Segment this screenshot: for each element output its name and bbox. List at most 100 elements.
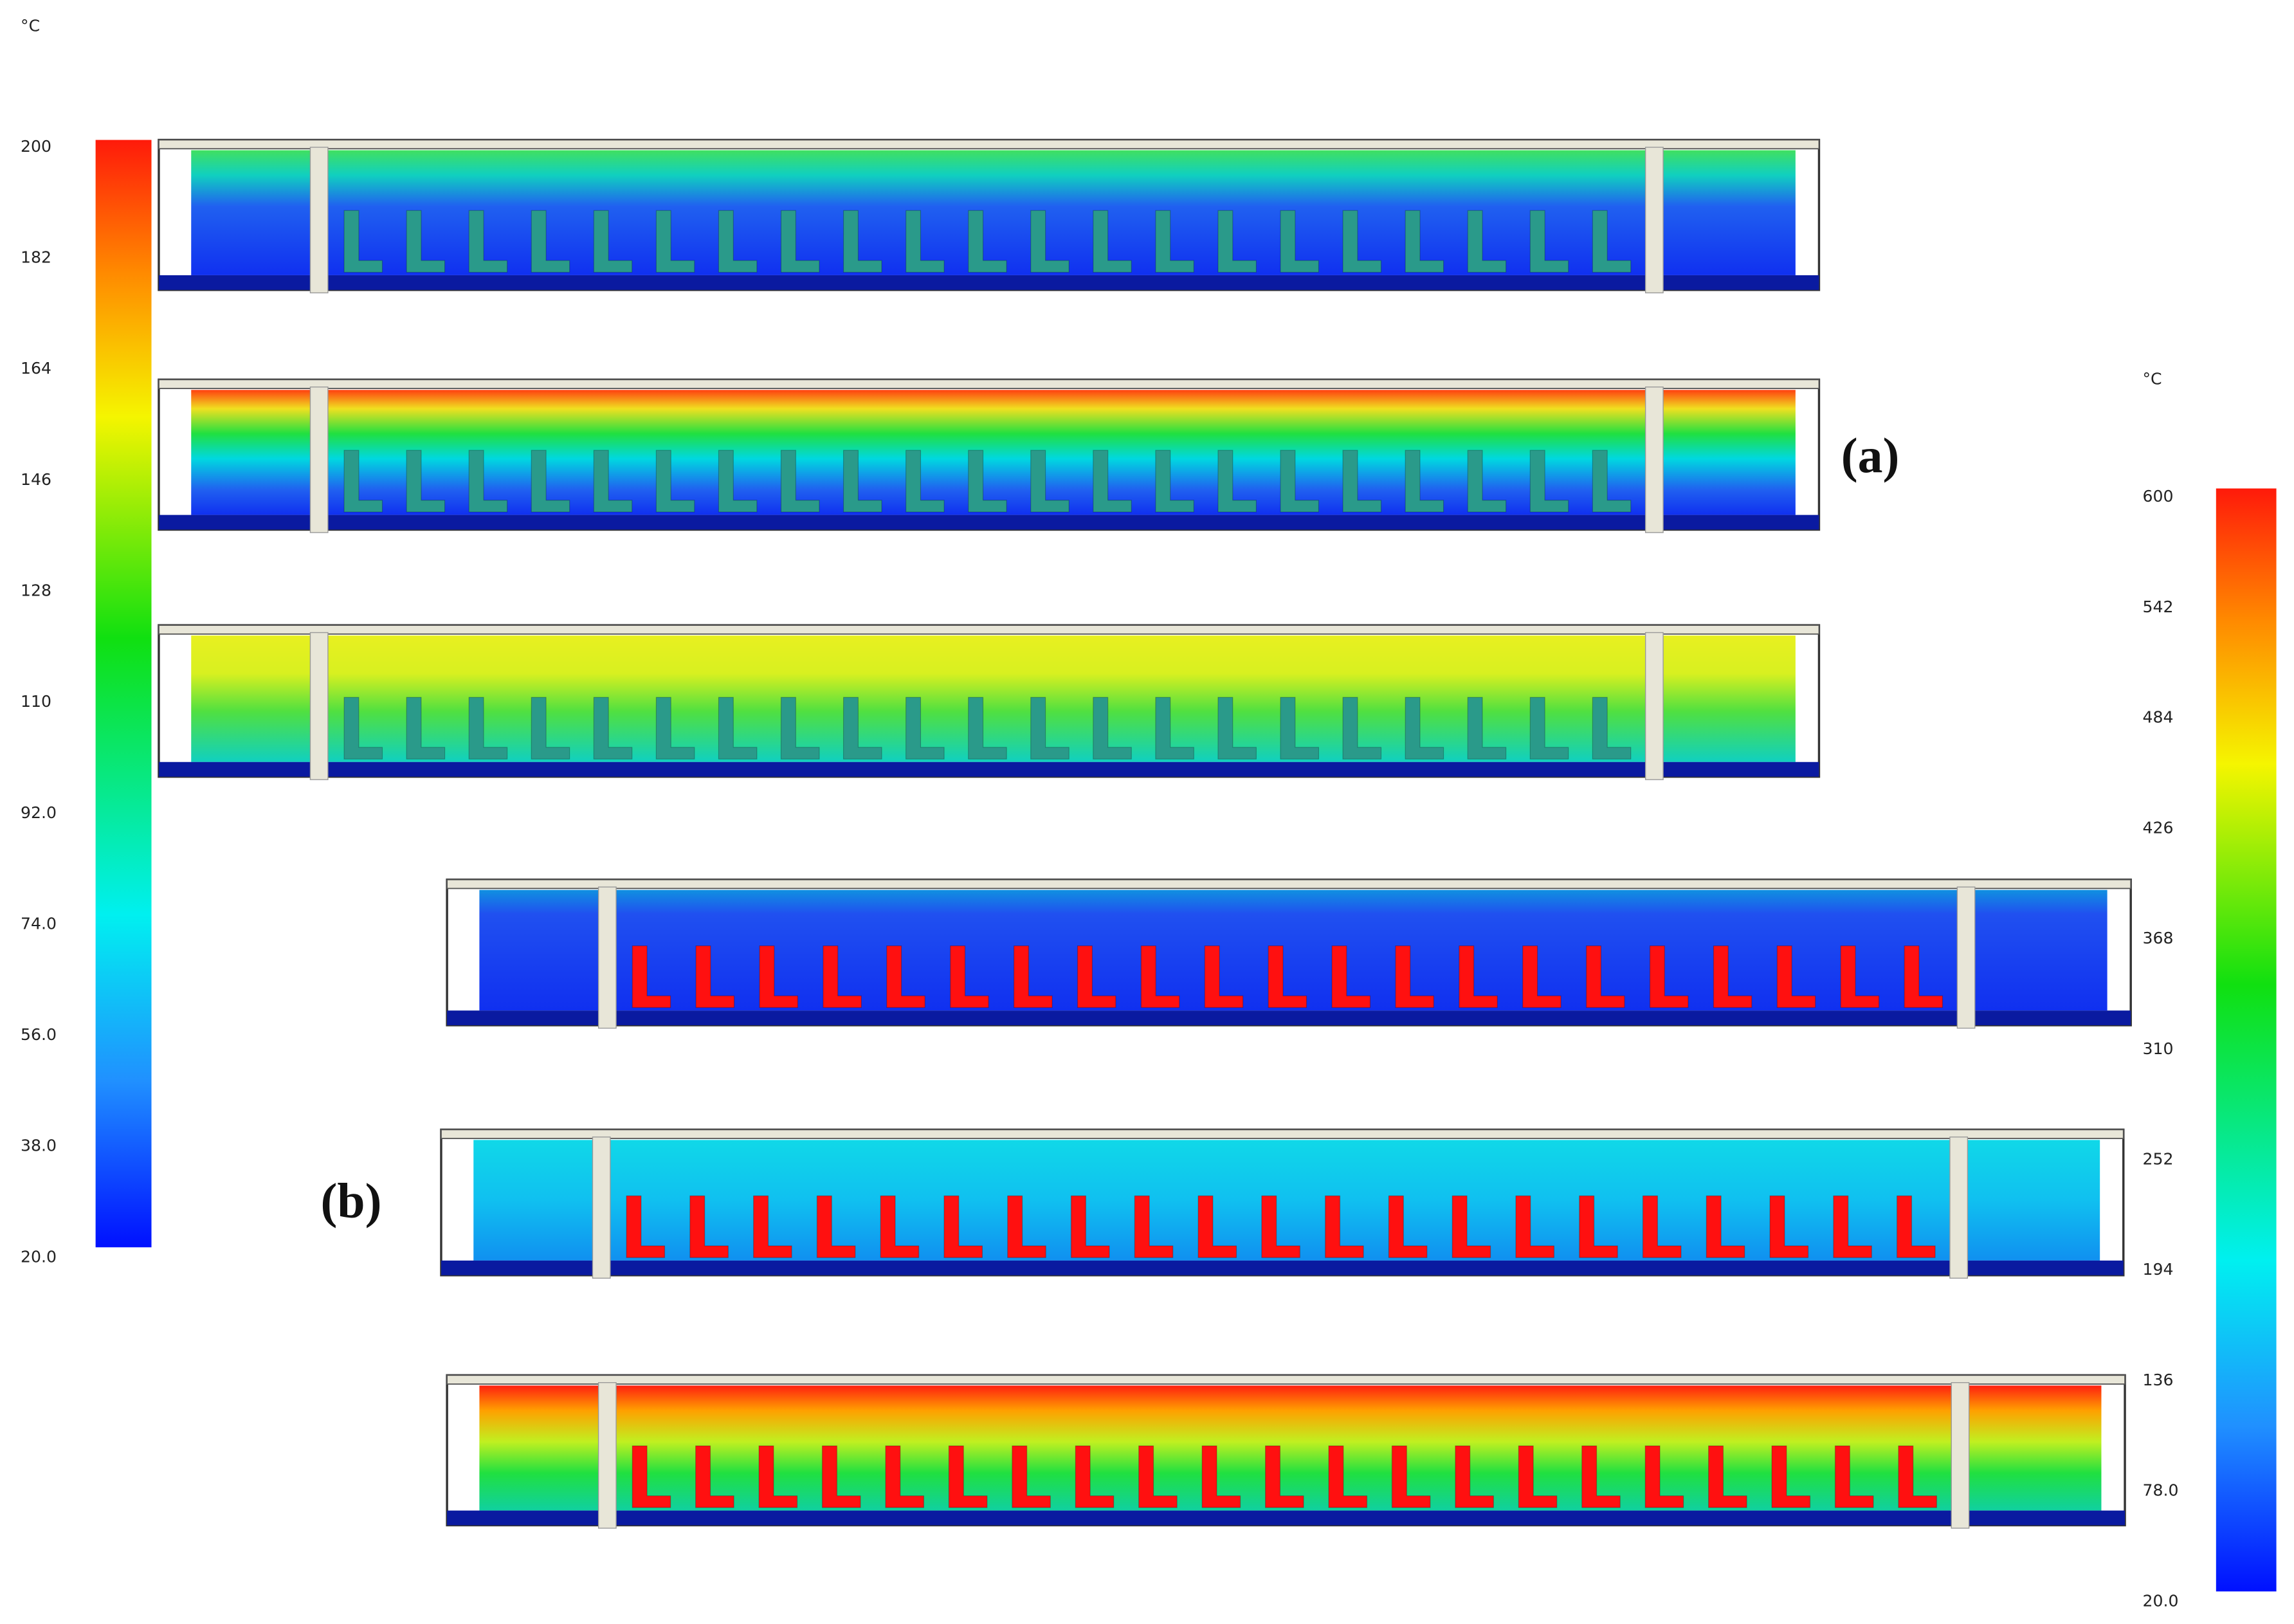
- car-floor: [158, 275, 1819, 290]
- seat: [1904, 945, 1944, 1008]
- seat: [531, 697, 570, 760]
- seat: [1155, 450, 1194, 513]
- seat: [1776, 945, 1816, 1008]
- colorbar-tick-label: 110: [21, 692, 51, 711]
- partition: [309, 387, 329, 533]
- seat: [1077, 945, 1116, 1008]
- seat: [531, 210, 570, 273]
- colorbar-tick-label: 200: [21, 137, 51, 156]
- partition: [1949, 1136, 1969, 1279]
- seat: [1649, 945, 1689, 1008]
- car-floor: [441, 1260, 2124, 1275]
- seat: [1529, 450, 1569, 513]
- car-roof: [158, 379, 1820, 389]
- seat: [406, 450, 446, 513]
- seat: [406, 697, 446, 760]
- colorbar-tick-label: 252: [2142, 1149, 2173, 1168]
- seat: [968, 697, 1007, 760]
- seat: [780, 450, 820, 513]
- seat: [759, 945, 799, 1008]
- colorbar-unit: °C: [21, 16, 40, 35]
- seat: [842, 210, 882, 273]
- seat: [1030, 450, 1070, 513]
- seat: [1204, 945, 1244, 1008]
- seat: [1405, 210, 1444, 273]
- seat: [1328, 1445, 1368, 1508]
- temperature-field: [191, 390, 1796, 515]
- seat: [1030, 697, 1070, 760]
- seat: [626, 1195, 666, 1258]
- seat: [1581, 1445, 1621, 1508]
- seat: [468, 697, 508, 760]
- seat: [1093, 450, 1132, 513]
- seat: [885, 1445, 924, 1508]
- colorbar-tick-label: 74.0: [21, 914, 57, 933]
- seat: [1268, 945, 1307, 1008]
- car-roof: [446, 879, 2132, 890]
- seat: [1713, 945, 1752, 1008]
- car-floor: [158, 762, 1819, 777]
- colorbar-tick-label: 56.0: [21, 1025, 57, 1044]
- seat: [695, 945, 735, 1008]
- car-roof: [158, 625, 1820, 635]
- seat: [1155, 210, 1194, 273]
- colorbar-tick-label: 368: [2142, 929, 2173, 947]
- seat: [880, 1195, 920, 1258]
- seat: [1642, 1195, 1682, 1258]
- seat: [1459, 945, 1498, 1008]
- seat: [632, 1445, 671, 1508]
- seat: [1075, 1445, 1115, 1508]
- seat: [1518, 1445, 1558, 1508]
- seat: [1134, 1195, 1174, 1258]
- seat: [1280, 210, 1320, 273]
- seat: [1586, 945, 1625, 1008]
- seat: [593, 697, 633, 760]
- colorbar-tick-label: 600: [2142, 487, 2173, 506]
- seat: [1529, 697, 1569, 760]
- seat: [1522, 945, 1561, 1008]
- seat: [886, 945, 925, 1008]
- seat: [406, 210, 446, 273]
- seat: [1217, 210, 1257, 273]
- seat: [1030, 210, 1070, 273]
- seat: [1093, 697, 1132, 760]
- panel-label: (a): [1841, 428, 1900, 483]
- colorbar-tick-label: 128: [21, 581, 51, 600]
- seat: [1201, 1445, 1241, 1508]
- seat: [1897, 1195, 1936, 1258]
- colorbar-tick-label: 426: [2142, 818, 2173, 837]
- colorbar-tick-label: 38.0: [21, 1136, 57, 1155]
- partition: [597, 1382, 617, 1529]
- seat: [1217, 450, 1257, 513]
- seat: [1013, 945, 1053, 1008]
- seat: [1455, 1445, 1494, 1508]
- seat: [968, 450, 1007, 513]
- seat: [1325, 1195, 1364, 1258]
- seat: [531, 450, 570, 513]
- seat: [1467, 697, 1507, 760]
- seat: [906, 210, 945, 273]
- seat: [821, 1445, 861, 1508]
- colorbar-unit: °C: [2142, 369, 2162, 388]
- seat: [695, 1445, 734, 1508]
- colorbar-tick-label: 542: [2142, 598, 2173, 616]
- seat: [950, 945, 989, 1008]
- seat: [1644, 1445, 1684, 1508]
- seat: [753, 1195, 792, 1258]
- seat: [718, 210, 758, 273]
- panel-label: (b): [320, 1173, 381, 1228]
- seat: [718, 450, 758, 513]
- seat: [948, 1445, 988, 1508]
- seat: [1261, 1195, 1300, 1258]
- seat: [468, 210, 508, 273]
- seat: [1391, 1445, 1431, 1508]
- colorbar-tick-label: 484: [2142, 708, 2173, 727]
- seat: [1197, 1195, 1237, 1258]
- colorbar-a: [95, 140, 152, 1248]
- colorbar-tick-label: 92.0: [21, 803, 57, 822]
- seat: [906, 697, 945, 760]
- seat: [655, 697, 695, 760]
- seat: [758, 1445, 798, 1508]
- seat: [943, 1195, 983, 1258]
- colorbar-tick-label: 310: [2142, 1039, 2173, 1058]
